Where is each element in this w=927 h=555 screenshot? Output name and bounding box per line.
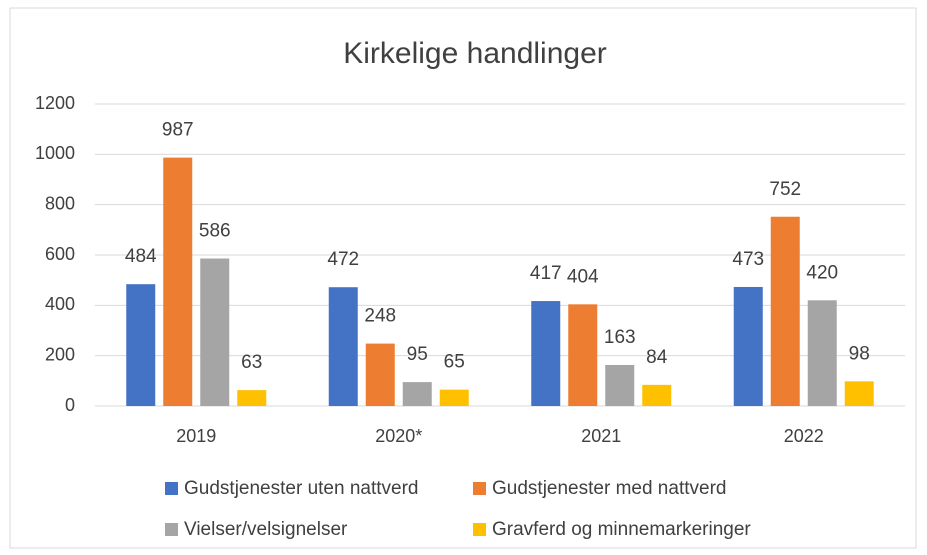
data-label: 473 — [732, 249, 764, 270]
data-label: 248 — [364, 306, 396, 327]
bar — [733, 286, 763, 406]
y-tick-label: 600 — [45, 244, 75, 264]
data-label: 65 — [444, 352, 465, 373]
y-tick-label: 1000 — [35, 143, 75, 163]
legend-swatch — [165, 523, 178, 536]
y-tick-label: 1200 — [35, 93, 75, 113]
bar — [844, 381, 874, 406]
legend-label: Vielser/velsignelser — [184, 519, 348, 540]
legend-label: Gudstjenester uten nattverd — [184, 478, 418, 499]
x-tick-label: 2019 — [176, 426, 216, 446]
data-label: 752 — [769, 179, 801, 200]
chart-title: Kirkelige handlinger — [343, 37, 607, 70]
bar — [200, 258, 230, 406]
legend-label: Gravferd og minnemarkeringer — [492, 519, 751, 540]
y-tick-label: 800 — [45, 193, 75, 213]
bar — [531, 301, 561, 406]
y-tick-label: 200 — [45, 344, 75, 364]
chart-border — [9, 7, 917, 549]
y-tick-label: 0 — [65, 395, 75, 415]
data-label: 420 — [806, 262, 838, 283]
legend-label: Gudstjenester med nattverd — [492, 478, 726, 499]
data-label: 163 — [604, 327, 636, 348]
data-label: 586 — [199, 221, 231, 242]
y-tick-label: 400 — [45, 294, 75, 314]
x-tick-label: 2020* — [375, 426, 422, 446]
bar — [642, 384, 672, 406]
data-label: 95 — [407, 344, 428, 365]
x-tick-label: 2021 — [581, 426, 621, 446]
data-label: 98 — [849, 343, 870, 364]
bar — [237, 390, 267, 406]
bar — [770, 216, 800, 406]
bar — [402, 382, 432, 406]
data-label: 404 — [567, 266, 599, 287]
data-label: 472 — [327, 249, 359, 270]
bar — [163, 157, 193, 406]
bar — [807, 300, 837, 406]
x-tick-label: 2022 — [784, 426, 824, 446]
bar — [126, 284, 156, 406]
data-label: 63 — [241, 352, 262, 373]
bar — [365, 343, 395, 406]
legend-swatch — [165, 482, 178, 495]
legend-swatch — [473, 482, 486, 495]
data-label: 987 — [162, 120, 194, 141]
data-label: 417 — [530, 263, 562, 284]
legend-swatch — [473, 523, 486, 536]
data-label: 484 — [125, 246, 157, 267]
data-label: 84 — [646, 347, 668, 368]
bar — [439, 389, 469, 406]
bar — [605, 364, 635, 406]
bar — [568, 304, 598, 406]
bar — [328, 287, 358, 406]
